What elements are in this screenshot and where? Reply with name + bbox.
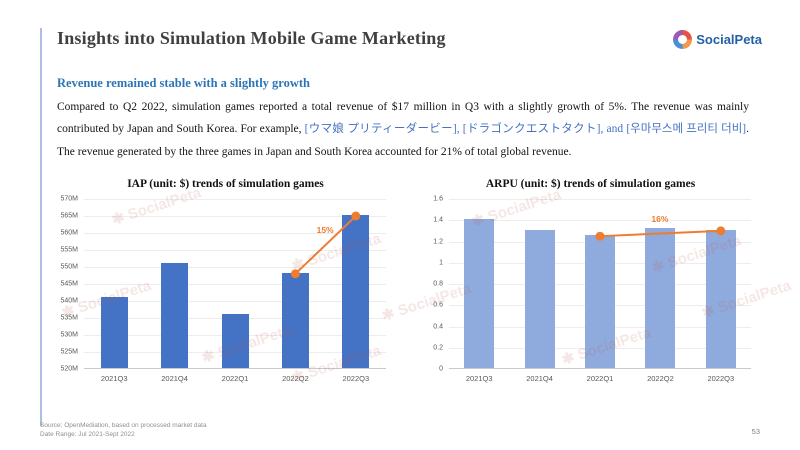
x-tick-label: 2022Q2 (282, 374, 309, 383)
y-tick-label: 560M (60, 229, 78, 237)
y-tick-label: 520M (60, 365, 78, 373)
y-tick-label: 540M (60, 297, 78, 305)
iap-chart-title: IAP (unit: $) trends of simulation games (127, 178, 324, 190)
y-tick-label: 545M (60, 280, 78, 288)
y-tick-label: 535M (60, 314, 78, 322)
iap-x-axis: 2021Q3 2021Q4 2022Q1 2022Q2 2022Q3 (84, 369, 386, 383)
y-tick-label: 0.6 (433, 301, 443, 309)
bar-2022Q2 (281, 272, 309, 368)
logo-text: SocialPeta (696, 32, 762, 47)
arpu-chart-body: 1.6 1.4 1.2 1 0.8 0.6 0.4 0.2 0 16% (417, 195, 764, 373)
bar-2021Q4 (524, 229, 555, 368)
x-tick-label: 2022Q1 (586, 374, 614, 383)
y-tick-label: 1.4 (433, 216, 443, 224)
arpu-plot-area: 16% (449, 199, 751, 369)
bar-2022Q1 (221, 313, 249, 368)
x-tick-label: 2022Q1 (221, 374, 249, 383)
x-tick-label: 2022Q2 (647, 374, 674, 383)
socialpeta-logo-icon (673, 30, 693, 49)
footer: Source: OpenMediation, based on processe… (40, 421, 207, 441)
footer-source: Source: OpenMediation, based on processe… (40, 421, 207, 429)
bar-2021Q4 (161, 262, 189, 368)
gridline (84, 284, 386, 285)
bar-2022Q2 (645, 227, 676, 368)
game-name-1: [ウマ娘 プリティーダービー], (304, 123, 463, 136)
arpu-chart-title: ARPU (unit: $) trends of simulation game… (485, 178, 696, 190)
x-tick-label: 2021Q3 (465, 374, 493, 383)
y-tick-label: 0.8 (433, 280, 443, 288)
iap-chart-body: 570M 565M 560M 555M 550M 545M 540M 535M 530M 525M… (52, 195, 399, 373)
left-accent-line (40, 28, 42, 426)
trend-percentage-label: 15% (316, 224, 334, 235)
body-paragraph: Compared to Q2 2022, simulation games re… (57, 96, 749, 163)
x-tick-label: 2022Q3 (707, 374, 735, 383)
y-tick-label: 0 (439, 365, 443, 373)
arpu-y-axis: 1.6 1.4 1.2 1 0.8 0.6 0.4 0.2 0 (417, 195, 449, 373)
gridline (449, 220, 751, 222)
bar-2021Q3 (100, 296, 128, 368)
x-tick-label: 2021Q3 (100, 374, 128, 383)
y-tick-label: 530M (60, 331, 78, 339)
paragraph-part-1: Compared to Q2 2022, simulation games re… (57, 101, 749, 136)
iap-plot-area: 15% (84, 199, 386, 369)
gridline (449, 199, 751, 200)
y-tick-label: 525M (60, 348, 78, 356)
game-name-3: [우마무스메 프리티 더비] (626, 123, 747, 136)
trend-annotation (595, 226, 726, 241)
y-tick-label: 570M (60, 195, 78, 203)
y-tick-label: 555M (60, 246, 78, 254)
footer-date-range: Date Range: Jul 2021-Sept 2022 (40, 431, 135, 439)
x-tick-label: 2021Q4 (526, 374, 553, 383)
page-number: 53 (751, 427, 760, 436)
axis-spacer (417, 369, 449, 383)
bar-2022Q3 (342, 215, 370, 368)
bar-2022Q1 (585, 235, 615, 368)
y-tick-label: 0.2 (433, 344, 443, 352)
iap-trend-chart: IAP (unit: $) trends of simulation games… (52, 178, 399, 383)
charts-row: IAP (unit: $) trends of simulation games… (52, 178, 764, 383)
gridline (84, 250, 386, 251)
gridline (84, 216, 386, 217)
x-tick-label: 2021Q4 (161, 374, 188, 383)
iap-x-axis-row: 2021Q3 2021Q4 2022Q1 2022Q2 2022Q3 (52, 369, 399, 383)
y-tick-label: 1.6 (433, 195, 443, 203)
arpu-x-axis-row: 2021Q3 2021Q4 2022Q1 2022Q2 2022Q3 (417, 369, 764, 383)
x-tick-label: 2022Q3 (342, 374, 370, 383)
y-tick-label: 550M (60, 263, 78, 271)
y-tick-label: 565M (60, 212, 78, 220)
page-title: Insights into Simulation Mobile Game Mar… (57, 28, 446, 48)
arpu-x-axis: 2021Q3 2021Q4 2022Q1 2022Q2 2022Q3 (449, 369, 751, 383)
y-tick-label: 0.4 (433, 323, 443, 330)
gridline (84, 301, 386, 302)
iap-y-axis: 570M 565M 560M 555M 550M 545M 540M 535M 530M 525M… (52, 195, 84, 373)
y-tick-label: 1.2 (433, 238, 443, 245)
brand-logo: SocialPeta (673, 30, 762, 49)
gridline (84, 267, 386, 268)
arpu-trend-chart: ARPU (unit: $) trends of simulation game… (417, 178, 764, 383)
trend-percentage-label: 16% (651, 213, 669, 224)
section-subtitle: Revenue remained stable with a slightly … (57, 76, 311, 90)
y-tick-label: 1 (439, 259, 443, 267)
gridline (84, 233, 386, 234)
paragraph-part-2: . The revenue generated by the three gam… (57, 123, 750, 158)
gridline (84, 199, 386, 200)
bar-2021Q3 (464, 219, 495, 368)
bar-2022Q3 (705, 229, 736, 368)
game-name-2: [ドラゴンクエストタクト], and (462, 123, 627, 136)
trend-annotation (290, 211, 361, 279)
